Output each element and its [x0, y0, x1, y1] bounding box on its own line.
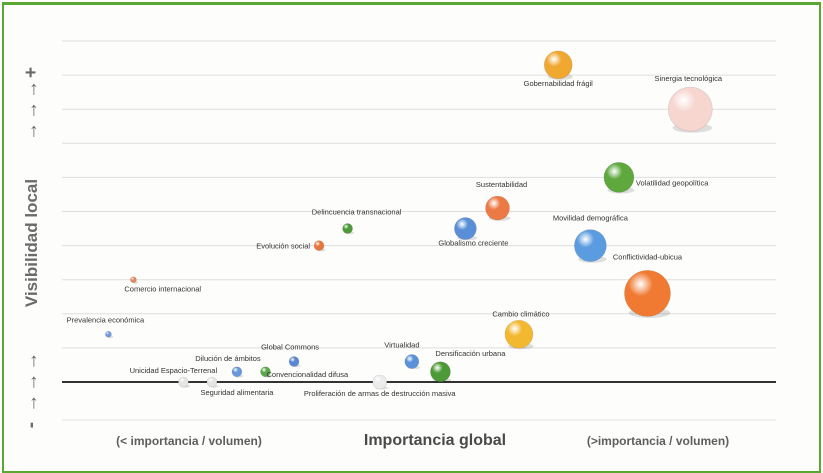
bubble-point — [313, 240, 325, 251]
bubble-label: Proliferación de armas de destrucción ma… — [304, 389, 457, 398]
bubble-point — [624, 270, 671, 317]
y-axis-title: Visibilidad local — [22, 178, 41, 308]
bubble-point — [454, 217, 477, 240]
bubble-label: Volatilidad geopolítica — [636, 178, 709, 187]
bubble-label: Globalismo creciente — [438, 239, 508, 248]
bubbles — [105, 50, 713, 390]
x-axis-left-label: (< importancia / volumen) — [116, 434, 262, 448]
x-axis-title: Importancia global — [363, 432, 507, 449]
bubble-label: Movilidad demográfica — [553, 214, 629, 223]
bubble-label: Dilución de ámbitos — [195, 354, 261, 363]
bubble-label: Densificación urbana — [435, 349, 506, 358]
bubble-point — [130, 276, 137, 284]
bubble-label: Convencionalidad difusa — [266, 370, 349, 379]
bubble-point — [231, 366, 243, 378]
y-low-marker: - →→→ — [21, 349, 42, 429]
bubble-label: Unicidad Espacio-Terrenal — [130, 366, 218, 375]
bubble-point — [260, 366, 271, 378]
bubble-point — [485, 195, 510, 221]
bubble-point — [430, 361, 451, 383]
bubble-label: Sinergia tecnológica — [655, 74, 723, 83]
bubble-label: Sustentabilidad — [476, 180, 527, 189]
bubble-point — [372, 374, 388, 390]
bubble-label: Gobernabilidad frágil — [524, 79, 594, 88]
bubble-point — [504, 319, 534, 349]
x-axis-right-label: (>importancia / volumen) — [586, 434, 730, 448]
bubble-point — [105, 330, 112, 338]
bubble-label: Comercio internacional — [124, 285, 201, 294]
bubble-label: Evolución social — [256, 242, 310, 251]
bubble-point — [178, 376, 189, 388]
bubble-label: Cambio climático — [492, 309, 549, 318]
bubble-point — [206, 376, 218, 388]
bubble-point — [574, 229, 607, 262]
bubble-label: Global Commons — [261, 343, 319, 352]
y-high-marker: →→→+ — [21, 64, 42, 142]
bubble-point — [342, 223, 353, 234]
bubble-label: Virtualidad — [384, 341, 419, 350]
bubble-point — [603, 162, 635, 193]
bubble-point — [288, 356, 300, 367]
bubble-label: Prevalencia económica — [67, 315, 145, 324]
bubble-point — [668, 86, 713, 132]
bubble-label: Seguridad alimentaria — [200, 388, 274, 397]
bubble-point — [543, 50, 573, 80]
bubble-chart: Gobernabilidad frágil Sinergia tecnológic… — [62, 40, 776, 421]
gridlines — [62, 40, 776, 421]
bubble-label: Conflictividad-ubicua — [613, 252, 683, 261]
bubble-point — [404, 354, 420, 369]
bubble-labels: Gobernabilidad frágil Sinergia tecnológic… — [67, 74, 723, 398]
bubble-label: Delincuencia transnacional — [312, 208, 402, 217]
